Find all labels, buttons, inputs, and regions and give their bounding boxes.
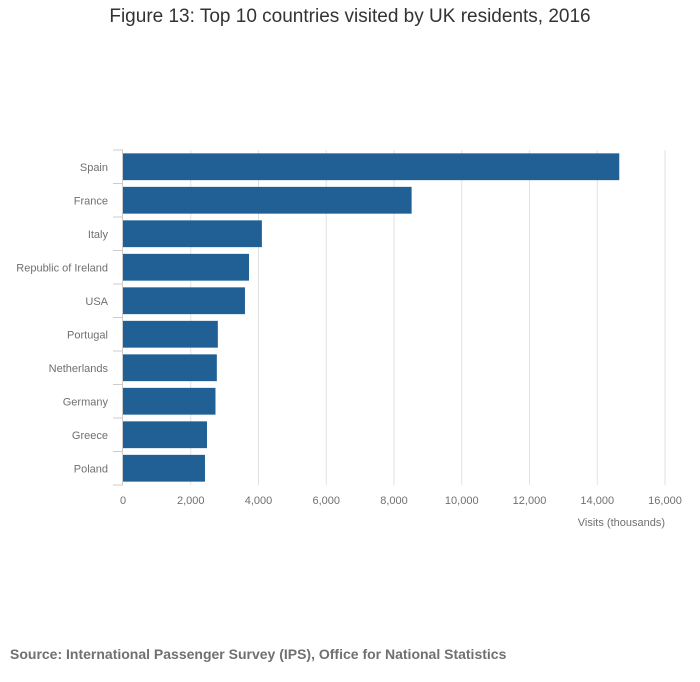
gridlines (190, 150, 666, 485)
y-tick-label: France (74, 195, 108, 207)
x-tick-label: 10,000 (445, 495, 479, 507)
source-note: Source: International Passenger Survey (… (10, 646, 507, 662)
bar-spain (123, 153, 620, 181)
y-tick-label: Italy (88, 229, 109, 241)
bar-netherlands (123, 354, 217, 382)
chart-title: Figure 13: Top 10 countries visited by U… (109, 6, 591, 27)
y-tick-label: Germany (63, 396, 109, 408)
bar-germany (123, 387, 216, 415)
bar-italy (123, 220, 262, 248)
x-tick-label: 8,000 (380, 495, 408, 507)
x-tick-label: 0 (120, 495, 126, 507)
bar-usa (123, 287, 245, 315)
bar-france (123, 186, 412, 214)
y-tick-label: Poland (74, 463, 108, 475)
bar-greece (123, 421, 208, 449)
bars (123, 153, 620, 482)
bar-republic-of-ireland (123, 253, 250, 281)
x-tick-label: 2,000 (177, 495, 205, 507)
y-tick-label: USA (85, 296, 108, 308)
bar-poland (123, 454, 205, 482)
x-axis: 0 2,000 4,000 6,000 8,000 10,000 12,000 14,000 1… (120, 495, 682, 507)
x-tick-label: 14,000 (580, 495, 614, 507)
x-tick-label: 12,000 (513, 495, 547, 507)
x-axis-label: Visits (thousands) (578, 517, 665, 529)
y-tick-label: Spain (80, 162, 108, 174)
y-tick-label: Netherlands (49, 363, 109, 375)
x-tick-label: 6,000 (312, 495, 340, 507)
bar-portugal (123, 320, 218, 348)
y-tick-label: Portugal (67, 329, 108, 341)
x-tick-label: 16,000 (648, 495, 682, 507)
y-tick-label: Greece (72, 430, 108, 442)
y-tick-label: Republic of Ireland (16, 262, 108, 274)
y-axis: Spain France Italy Republic of Ireland USA Po… (16, 149, 123, 486)
x-tick-label: 4,000 (245, 495, 273, 507)
